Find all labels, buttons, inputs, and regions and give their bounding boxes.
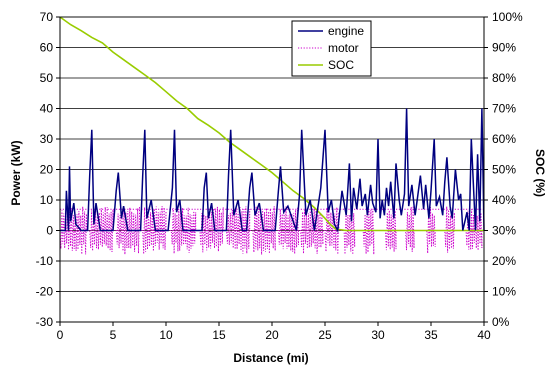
y-tick-label: 30 — [40, 132, 54, 146]
axes — [56, 16, 488, 326]
y-tick-label: 10 — [40, 193, 54, 207]
y-tick-label: -10 — [36, 254, 54, 268]
y2-tick-label: 90% — [492, 41, 516, 55]
series-engine-line — [60, 108, 485, 234]
x-axis-title: Distance (mi) — [233, 351, 308, 365]
y2-tick-label: 20% — [492, 254, 516, 268]
x-tick-label: 5 — [110, 328, 117, 342]
legend-box — [291, 20, 372, 77]
x-tick-label: 25 — [318, 328, 332, 342]
legend-soc-label: SOC — [328, 58, 354, 72]
y2-tick-label: 60% — [492, 132, 516, 146]
y2-tick-label: 70% — [492, 102, 516, 116]
y-tick-label: -20 — [36, 285, 54, 299]
x-tick-label: 15 — [212, 328, 226, 342]
series-motor-line — [59, 206, 484, 255]
legend: engine motor SOC — [291, 20, 372, 77]
y-tick-label: 0 — [46, 224, 53, 238]
x-tick-label: 40 — [477, 328, 491, 342]
y2-tick-label: 40% — [492, 193, 516, 207]
y-tick-label: 20 — [40, 163, 54, 177]
y-tick-label: 50 — [40, 71, 54, 85]
y-axis-title: Power (kW) — [9, 140, 23, 205]
y-tick-label: 60 — [40, 41, 54, 55]
y-tick-label: -30 — [36, 315, 54, 329]
x-tick-label: 30 — [371, 328, 385, 342]
x-tick-label: 0 — [57, 328, 64, 342]
series-soc-line — [59, 16, 484, 232]
x-tick-label: 10 — [159, 328, 173, 342]
y2-axis-title: SOC (%) — [533, 149, 547, 197]
plot-area — [59, 16, 485, 255]
y2-tick-label: 0% — [492, 315, 510, 329]
x-tick-label: 20 — [265, 328, 279, 342]
y-tick-label: 70 — [40, 10, 54, 24]
tick-labels: -30-20-100102030405060700%10%20%30%40%50… — [36, 10, 523, 342]
x-tick-label: 35 — [424, 328, 438, 342]
legend-motor-label: motor — [328, 41, 359, 55]
y2-tick-label: 10% — [492, 285, 516, 299]
y2-tick-label: 30% — [492, 224, 516, 238]
y2-tick-label: 80% — [492, 71, 516, 85]
y2-tick-label: 50% — [492, 163, 516, 177]
legend-engine-label: engine — [328, 24, 364, 38]
y-tick-label: 40 — [40, 102, 54, 116]
y2-tick-label: 100% — [492, 10, 523, 24]
